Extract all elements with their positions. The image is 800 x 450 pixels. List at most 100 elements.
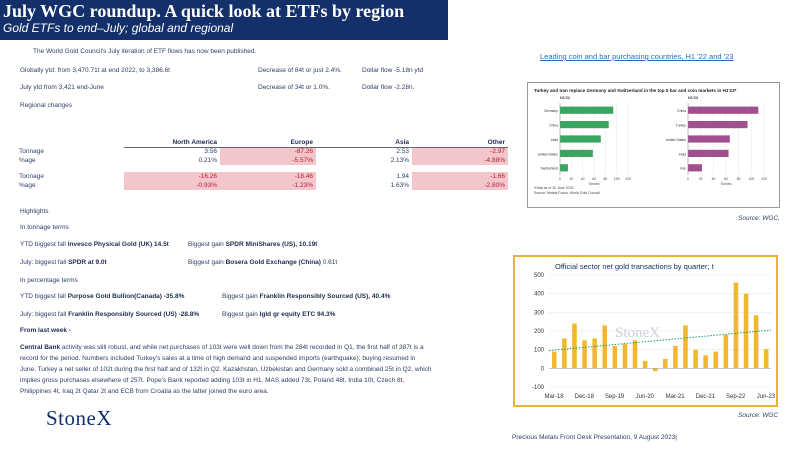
ytd-gain-value: SPDR MiniShares (US), 10.19t xyxy=(225,241,318,248)
y-tick-label: -100 xyxy=(532,385,545,391)
panel-title: H1'23 xyxy=(688,96,698,100)
chart2-source: Source: WGC xyxy=(738,412,779,419)
chart2-watermark: StoneX xyxy=(615,325,660,341)
bar xyxy=(673,345,678,369)
y-tick-label: 200 xyxy=(534,329,545,335)
stonex-logo: StoneX xyxy=(46,406,112,430)
bar xyxy=(622,344,628,369)
pct-july-fall-label: July: biggest fall xyxy=(20,311,67,318)
bar xyxy=(560,106,614,114)
table-cell: -0.93% xyxy=(124,181,220,190)
category-label: India xyxy=(679,152,686,156)
pct-july-gain-label: Biggest gain xyxy=(222,311,258,318)
row-label: Tonnage xyxy=(19,148,44,155)
chart1-panel-h1-23: H1'23 0 20 40 60 80 100 120 Tonnes China Turkey Uni… xyxy=(666,96,767,186)
chart1-title-link[interactable]: Leading coin and bar purchasing countrie… xyxy=(540,52,734,61)
bar xyxy=(683,325,688,369)
bar xyxy=(560,149,593,157)
ytd-gain-line: Biggest gain SPDR MiniShares (US), 10.19… xyxy=(188,241,317,248)
central-bank-line: implies gross purchases elsewhere of 257… xyxy=(20,377,405,384)
table-cell: 1.94 xyxy=(396,173,409,180)
regional-heading: Regional changes xyxy=(20,102,73,109)
row-label: Tonnage xyxy=(19,173,44,180)
page-subtitle: Gold ETFs to end–July; global and region… xyxy=(3,21,234,35)
x-axis-label: Tonnes xyxy=(589,182,600,186)
x-tick-label: 120 xyxy=(761,177,767,181)
bar xyxy=(688,164,702,172)
panel-title: H1'22 xyxy=(560,96,570,100)
bar xyxy=(552,351,557,369)
chart1-source: Source: WGC, xyxy=(738,215,780,222)
pct-july-fall-value: Franklin Responsibly Sourced (US) -28.8% xyxy=(68,311,200,318)
table-row: %age 0.21% -5.57% 2.13% -4.88% xyxy=(16,156,508,165)
bar xyxy=(602,325,608,369)
table-cell: 3.56 xyxy=(204,148,217,156)
ytd-fall-value: Invesco Physical Gold (UK) 14.5t xyxy=(67,241,169,248)
highlights-heading: Highlights xyxy=(20,208,49,215)
bar xyxy=(560,121,609,129)
x-tick-label: 60 xyxy=(724,177,728,181)
ytd-dollar-flow: Dollar flow -5.18n ytd xyxy=(362,67,424,74)
y-tick-label: 100 xyxy=(534,348,545,354)
x-tick-label: Jun-23 xyxy=(757,394,776,400)
bar xyxy=(652,368,658,372)
bar xyxy=(560,164,568,172)
category-label: China xyxy=(549,123,558,127)
coin-bar-chart: Turkey and Iran replace Germany and Swit… xyxy=(527,82,780,208)
bar xyxy=(753,315,759,369)
chart1-panel-h1-22: H1'22 0 20 40 60 80 100 120 Tonnes Germany China In… xyxy=(538,96,631,186)
bar xyxy=(713,351,719,369)
july-decrease: Decrease of 34t or 1.0%. xyxy=(258,84,330,91)
bar xyxy=(743,293,749,369)
bar xyxy=(562,338,567,369)
bar xyxy=(688,135,730,143)
y-tick-label: 0 xyxy=(541,366,545,372)
footer-text: Precious Metals Front Desk Presentation,… xyxy=(512,434,677,441)
page-title: July WGC roundup. A quick look at ETFs b… xyxy=(3,1,405,21)
july-dollar-flow: Dollar flow -2.28n. xyxy=(362,84,415,91)
chart1-footnote: *Data as of 30 June 2023 xyxy=(534,186,574,190)
bar xyxy=(723,334,729,369)
x-tick-label: Mar-18 xyxy=(545,394,565,400)
pct-ytd-gain-value: Franklin Responsibly Sourced (US), 40.4% xyxy=(259,293,391,300)
category-label: United States xyxy=(538,152,559,156)
bar xyxy=(632,340,638,369)
x-tick-label: Jun-20 xyxy=(636,394,655,400)
official-sector-chart: Official sector net gold transactions by… xyxy=(513,255,778,407)
col-europe: Europe xyxy=(220,138,316,148)
tonnage-heading: In tonnage terms xyxy=(20,224,69,231)
table-cell: -16.26 xyxy=(124,172,220,181)
pct-ytd-fall-value: Purpose Gold Bullion(Canada) -35.8% xyxy=(67,293,185,300)
x-tick-label: 40 xyxy=(581,177,585,181)
table-spacer-row xyxy=(16,165,508,172)
bar xyxy=(688,121,748,129)
table-cell: 2.13% xyxy=(390,157,409,164)
x-tick-label: Sep-19 xyxy=(605,394,625,400)
july-summary: July ytd from 3,421 end-June xyxy=(20,84,104,91)
pct-ytd-fall-line: YTD biggest fall Purpose Gold Bullion(Ca… xyxy=(20,293,184,300)
pct-july-fall-line: July: biggest fall Franklin Responsibly … xyxy=(20,311,199,318)
col-other: Other xyxy=(412,138,508,148)
col-asia: Asia xyxy=(316,138,412,148)
coin-bar-chart-svg: Turkey and Iran replace Germany and Swit… xyxy=(534,88,767,195)
bar xyxy=(592,338,597,369)
category-label: India xyxy=(551,138,558,142)
central-bank-line: Philippines 4t, Iraq 2t Qatar 2t and ECB… xyxy=(20,388,269,395)
pct-heading: In percentage terms xyxy=(20,277,78,284)
x-tick-label: 0 xyxy=(559,177,561,181)
bar xyxy=(693,349,698,369)
central-bank-line: June. Turkey a net seller of 102t during… xyxy=(20,366,432,373)
central-bank-lead: Central Bank xyxy=(20,344,61,351)
table-cell: 0.21% xyxy=(198,157,217,164)
x-tick-label: 120 xyxy=(625,177,631,181)
july-gain-label: Biggest gain xyxy=(188,259,224,266)
x-tick-label: 80 xyxy=(737,177,741,181)
category-label: Switzerland xyxy=(540,167,558,171)
bar xyxy=(688,106,759,114)
ytd-summary: Globally ytd: from 3,470.71t at end 2022… xyxy=(20,67,170,74)
table-cell: 1.63% xyxy=(390,182,409,189)
pct-july-gain-line: Biggest gain Igld gr equity ETC 94.3% xyxy=(222,311,335,318)
table-cell: 2.53 xyxy=(396,148,409,156)
pct-ytd-gain-line: Biggest gain Franklin Responsibly Source… xyxy=(222,293,390,300)
category-label: China xyxy=(677,109,686,113)
